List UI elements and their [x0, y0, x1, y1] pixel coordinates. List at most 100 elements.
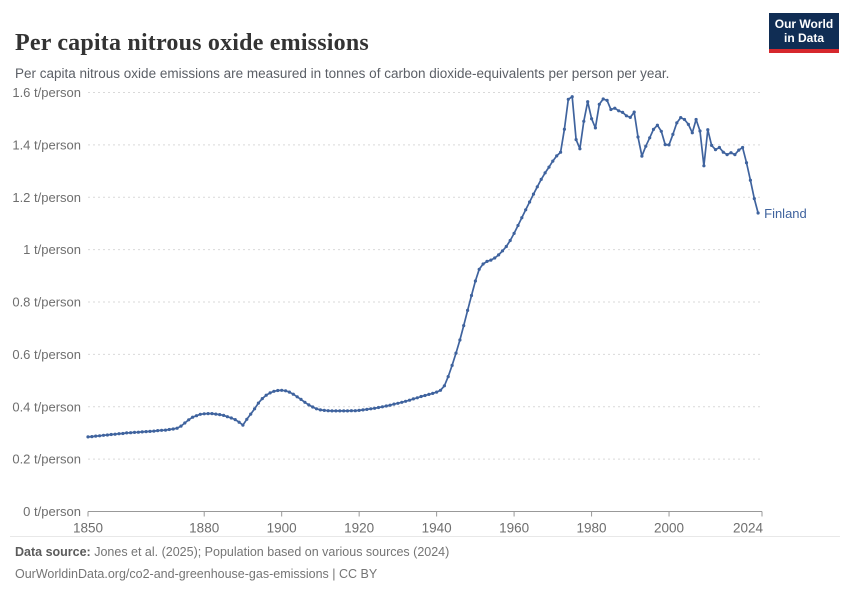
data-point[interactable] — [458, 338, 462, 342]
data-point[interactable] — [690, 131, 694, 135]
data-point[interactable] — [489, 258, 493, 262]
data-point[interactable] — [411, 397, 415, 401]
data-point[interactable] — [590, 117, 594, 121]
data-point[interactable] — [117, 432, 121, 436]
data-point[interactable] — [210, 412, 214, 416]
data-point[interactable] — [361, 408, 365, 412]
data-point[interactable] — [531, 192, 536, 196]
data-point[interactable] — [365, 407, 369, 411]
data-point[interactable] — [640, 154, 644, 158]
data-point[interactable] — [218, 413, 222, 417]
data-point[interactable] — [291, 392, 295, 396]
data-point[interactable] — [345, 409, 350, 413]
data-point[interactable] — [624, 114, 629, 118]
data-point[interactable] — [508, 238, 512, 243]
data-point[interactable] — [334, 409, 338, 413]
data-point[interactable] — [129, 431, 133, 435]
data-point[interactable] — [729, 151, 733, 155]
data-point[interactable] — [125, 431, 129, 435]
data-point[interactable] — [698, 129, 702, 133]
data-point[interactable] — [574, 138, 578, 142]
data-point[interactable] — [737, 148, 741, 152]
data-point[interactable] — [86, 435, 90, 439]
data-point[interactable] — [326, 409, 330, 413]
data-point[interactable] — [601, 97, 605, 101]
data-point[interactable] — [586, 100, 590, 104]
data-point[interactable] — [373, 406, 377, 410]
data-point[interactable] — [663, 143, 667, 147]
data-point[interactable] — [299, 397, 303, 401]
data-point[interactable] — [454, 351, 458, 355]
data-point[interactable] — [388, 403, 392, 407]
data-point[interactable] — [667, 143, 671, 147]
data-point[interactable] — [191, 415, 195, 419]
data-point[interactable] — [566, 97, 570, 101]
data-point[interactable] — [702, 164, 706, 168]
data-point[interactable] — [744, 161, 749, 165]
data-point[interactable] — [132, 430, 137, 434]
owid-url-link[interactable]: OurWorldinData.org/co2-and-greenhouse-ga… — [15, 567, 329, 581]
data-point[interactable] — [609, 107, 613, 112]
owid-logo[interactable]: Our World in Data — [769, 13, 839, 53]
data-point[interactable] — [179, 424, 183, 428]
data-point[interactable] — [756, 211, 760, 215]
data-point[interactable] — [593, 126, 598, 130]
data-point[interactable] — [497, 253, 501, 257]
data-point[interactable] — [369, 407, 373, 411]
data-point[interactable] — [613, 106, 617, 110]
data-point[interactable] — [144, 430, 148, 434]
data-point[interactable] — [167, 427, 171, 432]
data-point[interactable] — [597, 102, 601, 106]
data-point[interactable] — [748, 178, 753, 182]
data-point[interactable] — [721, 150, 725, 154]
data-point[interactable] — [225, 415, 229, 419]
data-point[interactable] — [710, 143, 714, 147]
data-point[interactable] — [222, 413, 226, 417]
data-point[interactable] — [113, 432, 117, 436]
data-point[interactable] — [752, 197, 756, 201]
data-point[interactable] — [94, 434, 98, 438]
data-point[interactable] — [307, 403, 311, 407]
data-point[interactable] — [555, 154, 559, 158]
data-point[interactable] — [582, 119, 586, 123]
data-point[interactable] — [384, 404, 388, 408]
data-point[interactable] — [314, 407, 319, 411]
data-point[interactable] — [198, 412, 202, 416]
data-point[interactable] — [264, 393, 268, 397]
data-point[interactable] — [284, 389, 288, 393]
data-point[interactable] — [98, 434, 102, 438]
data-point[interactable] — [349, 409, 353, 413]
data-point[interactable] — [392, 402, 396, 406]
data-point[interactable] — [655, 123, 660, 127]
data-point[interactable] — [311, 405, 315, 409]
data-point[interactable] — [524, 208, 528, 212]
data-point[interactable] — [713, 148, 718, 152]
data-point[interactable] — [671, 132, 675, 136]
data-point[interactable] — [280, 388, 284, 392]
data-point[interactable] — [733, 153, 737, 157]
data-point[interactable] — [481, 262, 485, 266]
data-point[interactable] — [194, 414, 199, 418]
data-point[interactable] — [303, 400, 307, 404]
data-point[interactable] — [675, 121, 679, 125]
data-point[interactable] — [528, 200, 532, 204]
data-point[interactable] — [741, 145, 745, 150]
data-point[interactable] — [438, 388, 443, 392]
data-point[interactable] — [229, 416, 233, 420]
data-point[interactable] — [268, 391, 272, 395]
data-point[interactable] — [90, 435, 94, 439]
data-point[interactable] — [140, 430, 144, 434]
data-point[interactable] — [400, 400, 404, 404]
data-point[interactable] — [407, 398, 412, 402]
data-point[interactable] — [256, 401, 260, 405]
data-point[interactable] — [694, 117, 698, 122]
data-point[interactable] — [241, 423, 245, 427]
license-cc-by[interactable]: CC BY — [339, 567, 378, 581]
data-point[interactable] — [175, 426, 179, 430]
data-point[interactable] — [295, 395, 299, 399]
data-point[interactable] — [415, 396, 419, 400]
data-point[interactable] — [396, 401, 400, 405]
data-point[interactable] — [260, 397, 264, 401]
data-point[interactable] — [171, 427, 175, 431]
data-point[interactable] — [105, 433, 109, 437]
